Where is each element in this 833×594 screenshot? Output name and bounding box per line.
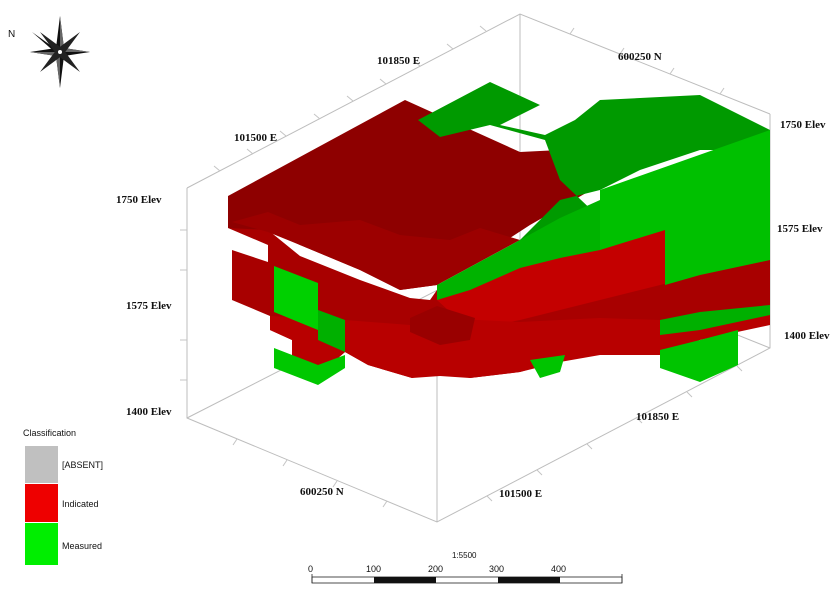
indicated-inner-face — [410, 306, 475, 345]
scale-tick-100: 100 — [366, 564, 381, 574]
measured-left-block-side — [318, 310, 345, 352]
scale-bar: 1:5500 0 100 200 300 400 — [308, 551, 623, 584]
legend-swatch-measured — [25, 523, 58, 565]
top-north-label: 600250 N — [618, 51, 662, 63]
block-model[interactable] — [228, 82, 770, 385]
measured-top-face — [418, 82, 770, 290]
axis-ticks — [180, 25, 743, 508]
left-elev-high-label: 1750 Elev — [116, 194, 162, 206]
left-elev-low-label: 1400 Elev — [126, 406, 172, 418]
measured-small-block — [530, 355, 565, 378]
measured-bottom-block — [274, 348, 345, 385]
axis-labels: 101850 E 101500 E 600250 N 1750 Elev 157… — [116, 51, 830, 500]
top-east-label-1: 101850 E — [377, 55, 420, 67]
legend-swatch-indicated — [25, 484, 58, 522]
measured-right-face — [600, 130, 770, 285]
scale-ratio-label: 1:5500 — [452, 551, 477, 560]
measured-upper-face — [437, 200, 600, 300]
right-elev-low-label: 1400 Elev — [784, 330, 830, 342]
bottom-east-label-2: 101500 E — [499, 488, 542, 500]
top-east-label-2: 101500 E — [234, 132, 277, 144]
measured-bottom-right-block — [660, 330, 738, 382]
left-elev-mid-label: 1575 Elev — [126, 300, 172, 312]
bottom-east-label-1: 101850 E — [636, 411, 679, 423]
compass-north-label: N — [8, 29, 15, 40]
legend-label-absent: [ABSENT] — [62, 460, 103, 470]
scale-tick-0: 0 — [308, 564, 313, 574]
indicated-step-face — [232, 212, 520, 290]
right-elev-mid-label: 1575 Elev — [777, 223, 823, 235]
legend-label-indicated: Indicated — [62, 499, 99, 509]
legend-swatch-absent — [25, 446, 58, 483]
bottom-north-label: 600250 N — [300, 486, 344, 498]
measured-left-block-front — [274, 266, 318, 330]
scale-tick-400: 400 — [551, 564, 566, 574]
compass-rose-icon: N — [8, 16, 90, 88]
scale-tick-300: 300 — [489, 564, 504, 574]
measured-right-lower-block — [660, 305, 770, 335]
indicated-lower-face — [270, 305, 770, 378]
legend-label-measured: Measured — [62, 541, 102, 551]
legend: Classification [ABSENT] Indicated Measur… — [23, 428, 103, 565]
scale-tick-200: 200 — [428, 564, 443, 574]
right-elev-high-label: 1750 Elev — [780, 119, 826, 131]
legend-title: Classification — [23, 428, 76, 438]
